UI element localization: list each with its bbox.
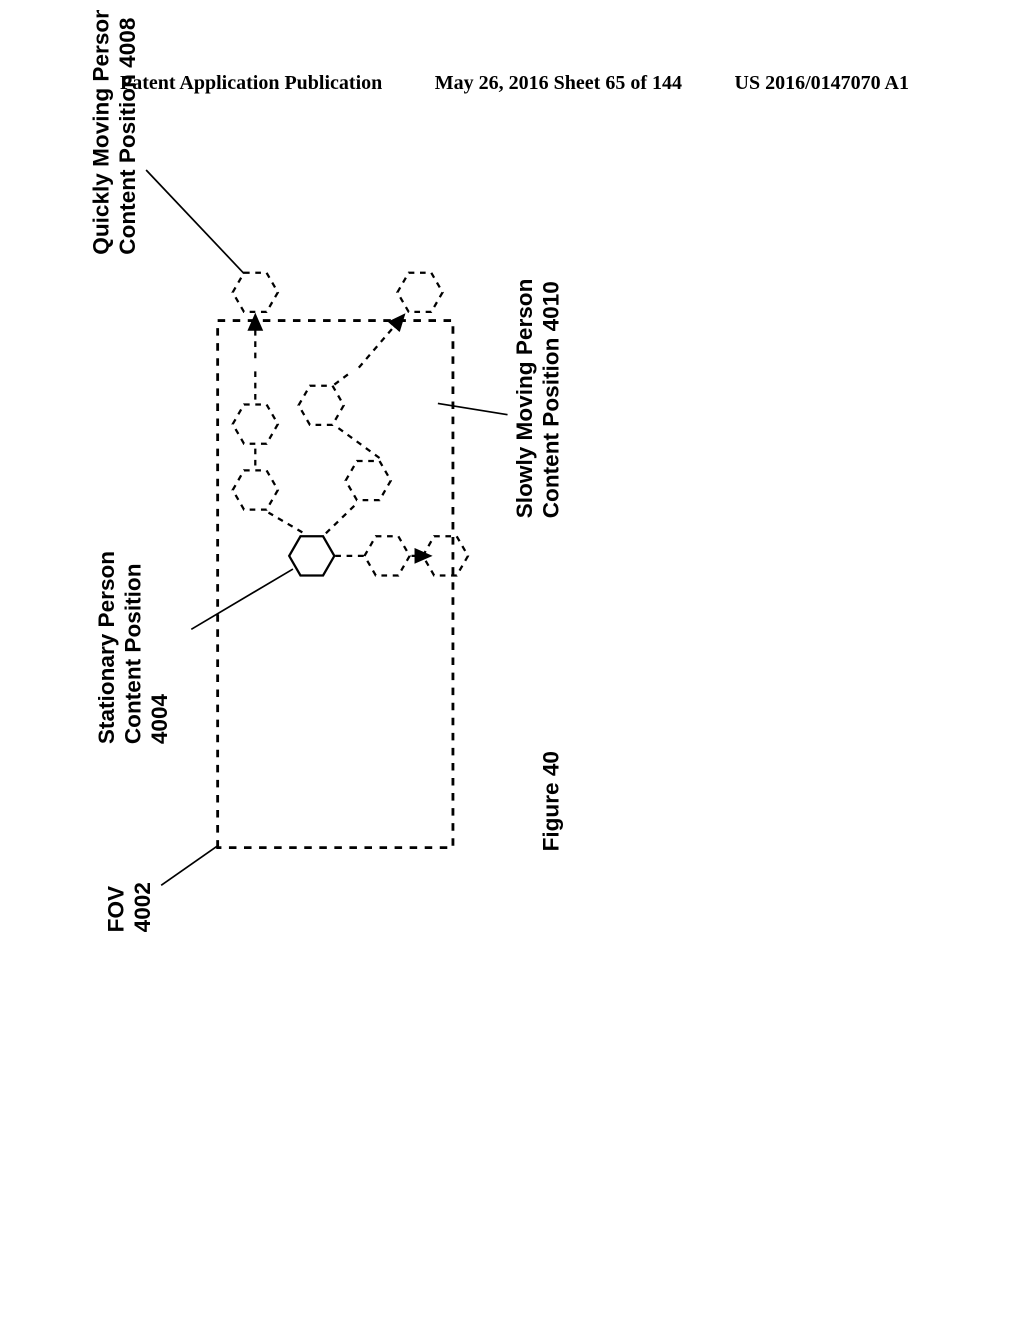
label-slow-l1: Slowly Moving Person (512, 279, 537, 519)
label-fov-l1: FOV (104, 886, 129, 932)
label-quick-l2: Content Position 4008 (115, 18, 140, 255)
label-stationary-l3: 4004 (147, 693, 172, 744)
figure-caption: Figure 40 (538, 751, 563, 851)
label-quick-l1: Quickly Moving Person (88, 10, 113, 255)
label-fov-l2: 4002 (130, 882, 155, 932)
page: Patent Application Publication May 26, 2… (0, 0, 1024, 1320)
label-slow-l2: Content Position 4010 (538, 281, 563, 518)
figure-svg: FOV 4002 Stationary Person Content Posit… (60, 10, 620, 970)
label-stationary-l1: Stationary Person (94, 551, 119, 744)
figure-container: FOV 4002 Stationary Person Content Posit… (60, 250, 940, 970)
header-right: US 2016/0147070 A1 (735, 72, 909, 95)
label-stationary-l2: Content Position (120, 564, 145, 745)
